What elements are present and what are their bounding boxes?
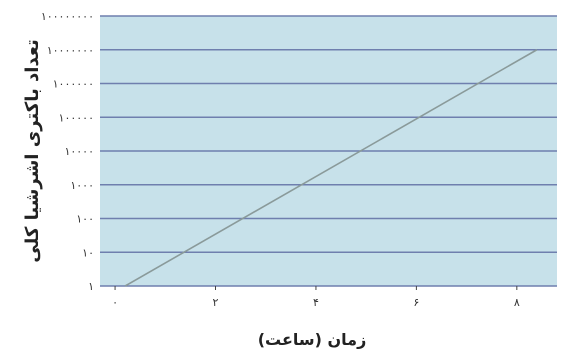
y-axis-label: تعداد باکتری اشرشیا کلی [22, 39, 43, 262]
y-tick-label: ۱۰۰۰۰۰۰۰ [47, 44, 94, 57]
x-tick-label: ۶ [413, 296, 419, 309]
series-group [124, 49, 538, 287]
series-line [124, 49, 538, 287]
y-tick-label: ۱۰۰ [76, 213, 94, 226]
y-tick-label: ۱ [88, 280, 94, 293]
x-tick-label: ۲ [213, 296, 219, 309]
x-tick-label: ۰ [112, 296, 118, 309]
x-tick-label: ۸ [514, 296, 520, 309]
y-tick-label: ۱۰۰۰ [70, 179, 94, 192]
grid-lines [100, 15, 557, 287]
x-tick-label: ۴ [313, 296, 319, 309]
x-axis-label: زمان (ساعت) [258, 330, 367, 349]
y-tick-label: ۱۰۰۰۰۰ [59, 111, 94, 124]
y-tick-label: ۱۰۰۰۰ [64, 145, 94, 158]
x-tick-labels: ۰ ۲ ۴ ۶ ۸ [112, 286, 520, 309]
y-tick-labels: ۱ ۱۰ ۱۰۰ ۱۰۰۰ ۱۰۰۰۰ ۱۰۰۰۰۰ ۱۰۰۰۰۰۰ ۱۰۰۰۰۰۰۰ ۱۰۰۰… [41, 10, 94, 293]
y-tick-label: ۱۰ [82, 246, 94, 259]
y-tick-label: ۱۰۰۰۰۰۰۰۰ [41, 10, 94, 23]
y-tick-label: ۱۰۰۰۰۰۰ [53, 78, 94, 91]
